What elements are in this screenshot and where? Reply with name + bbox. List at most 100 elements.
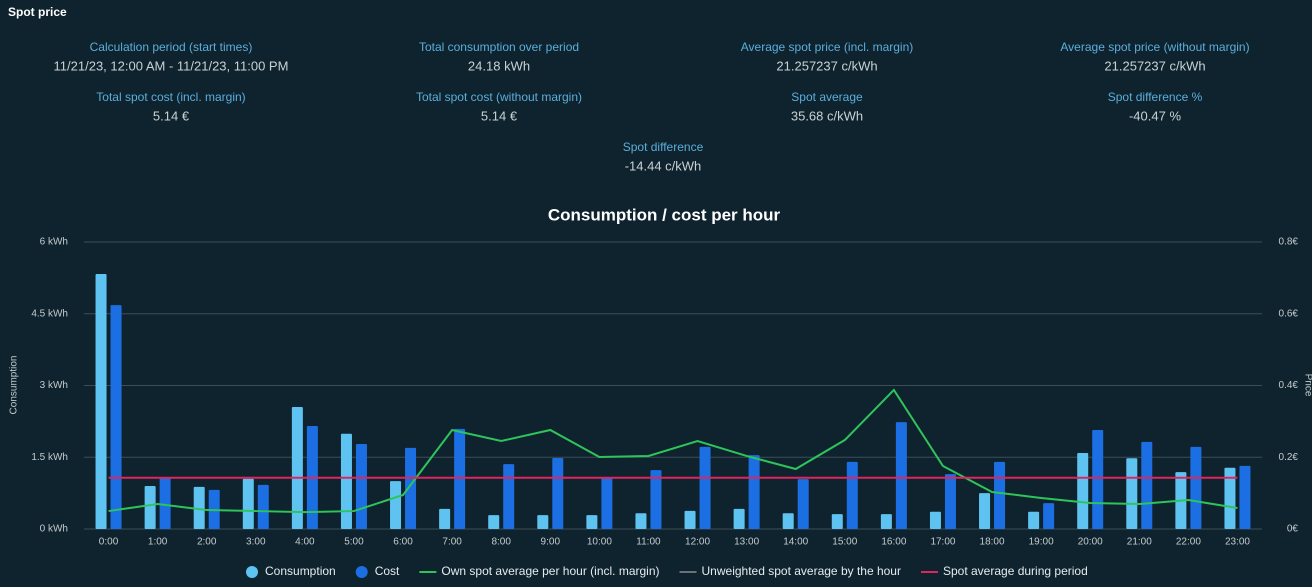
bar: [586, 515, 598, 529]
line: [108, 388, 1238, 514]
bar: [390, 481, 402, 529]
x-tick-label: 9:00: [541, 537, 561, 548]
x-tick-label: 13:00: [734, 537, 759, 548]
legend-symbol: [246, 566, 258, 578]
y-tick-label: 3 kWh: [40, 380, 68, 391]
bar: [1092, 429, 1104, 529]
stat-label: Spot difference %: [1108, 90, 1203, 104]
stat-label: Spot difference: [623, 140, 704, 154]
bar: [994, 461, 1006, 529]
chart-title: Consumption / cost per hour: [548, 205, 781, 224]
stat-value: 21.257237 c/kWh: [776, 58, 877, 73]
bar: [635, 513, 647, 529]
bar: [831, 514, 843, 529]
bar: [340, 433, 352, 529]
x-tick-label: 0:00: [99, 537, 119, 548]
bar: [1224, 467, 1236, 529]
stat-value: -14.44 c/kWh: [625, 158, 702, 173]
x-tick-label: 1:00: [148, 537, 168, 548]
stat-value: -40.47 %: [1129, 108, 1181, 123]
stat-label: Total spot cost (incl. margin): [96, 90, 245, 104]
legend-symbol: [355, 566, 368, 578]
bar: [242, 478, 254, 529]
y-tick-label: 0 kWh: [40, 524, 68, 535]
x-tick-label: 19:00: [1029, 537, 1054, 548]
bar: [439, 508, 451, 529]
y2-tick-label: 0€: [1287, 524, 1299, 535]
x-tick-label: 4:00: [295, 537, 315, 548]
y2-axis-title: Price: [1302, 374, 1312, 397]
bar: [684, 510, 696, 529]
bar: [291, 407, 303, 529]
bar: [1126, 458, 1138, 529]
x-tick-label: 18:00: [980, 537, 1005, 548]
x-tick-label: 10:00: [587, 537, 612, 548]
bar: [552, 457, 564, 529]
x-tick-label: 17:00: [930, 537, 955, 548]
stat-label: Total consumption over period: [419, 40, 579, 54]
stat-label: Spot average: [791, 90, 863, 104]
x-tick-label: 7:00: [442, 537, 462, 548]
stat-label: Total spot cost (without margin): [416, 90, 582, 104]
bar: [454, 428, 466, 529]
x-tick-label: 16:00: [881, 537, 906, 548]
y-tick-label: 1.5 kWh: [31, 452, 68, 463]
bar: [1141, 441, 1153, 529]
x-tick-label: 3:00: [246, 537, 266, 548]
bar: [650, 470, 662, 529]
bar: [1077, 452, 1089, 529]
bar: [1043, 503, 1055, 529]
bar: [257, 484, 269, 529]
x-tick-label: 22:00: [1176, 537, 1201, 548]
legend-label: Cost: [375, 564, 400, 578]
x-tick-label: 14:00: [783, 537, 808, 548]
bar: [699, 446, 711, 529]
stat-value: 24.18 kWh: [468, 58, 530, 73]
x-tick-label: 11:00: [636, 537, 661, 548]
x-tick-label: 2:00: [197, 537, 217, 548]
bar: [733, 508, 745, 529]
stat-label: Average spot price (without margin): [1060, 40, 1249, 54]
bar: [601, 476, 613, 529]
bar: [748, 455, 760, 529]
x-tick-label: 23:00: [1225, 537, 1250, 548]
bar: [405, 447, 417, 529]
bar: [193, 486, 205, 529]
x-tick-label: 21:00: [1127, 537, 1152, 548]
bar: [144, 485, 156, 529]
stat-value: 11/21/23, 12:00 AM - 11/21/23, 11:00 PM: [54, 58, 289, 73]
bar: [880, 514, 892, 529]
y-tick-label: 6 kWh: [40, 237, 68, 248]
bar: [95, 274, 107, 529]
stat-value: 21.257237 c/kWh: [1104, 58, 1205, 73]
x-tick-label: 20:00: [1078, 537, 1103, 548]
bar: [979, 493, 991, 529]
page-title: Spot price: [8, 5, 67, 19]
bar: [488, 515, 500, 529]
bar: [159, 476, 171, 529]
y2-tick-label: 0.4€: [1279, 380, 1299, 391]
bar: [846, 461, 858, 529]
y2-tick-label: 0.2€: [1279, 452, 1299, 463]
bar: [944, 474, 956, 529]
stat-value: 5.14 €: [481, 108, 518, 123]
y2-tick-label: 0.6€: [1279, 308, 1299, 319]
bar: [797, 479, 809, 529]
bar: [1190, 446, 1202, 529]
bar: [895, 422, 907, 529]
y-tick-label: 4.5 kWh: [31, 308, 68, 319]
x-tick-label: 5:00: [344, 537, 364, 548]
bar: [929, 511, 941, 529]
bar: [1239, 465, 1251, 529]
y-axis-title: Consumption: [9, 356, 20, 415]
bar: [110, 305, 122, 529]
legend-label: Unweighted spot average by the hour: [702, 564, 901, 578]
bar: [1028, 511, 1040, 529]
legend-label: Own spot average per hour (incl. margin): [441, 564, 659, 578]
legend-label: Consumption: [265, 564, 336, 578]
x-tick-label: 15:00: [832, 537, 857, 548]
stat-label: Average spot price (incl. margin): [741, 40, 914, 54]
y2-tick-label: 0.8€: [1279, 237, 1299, 248]
stat-value: 35.68 c/kWh: [791, 108, 863, 123]
